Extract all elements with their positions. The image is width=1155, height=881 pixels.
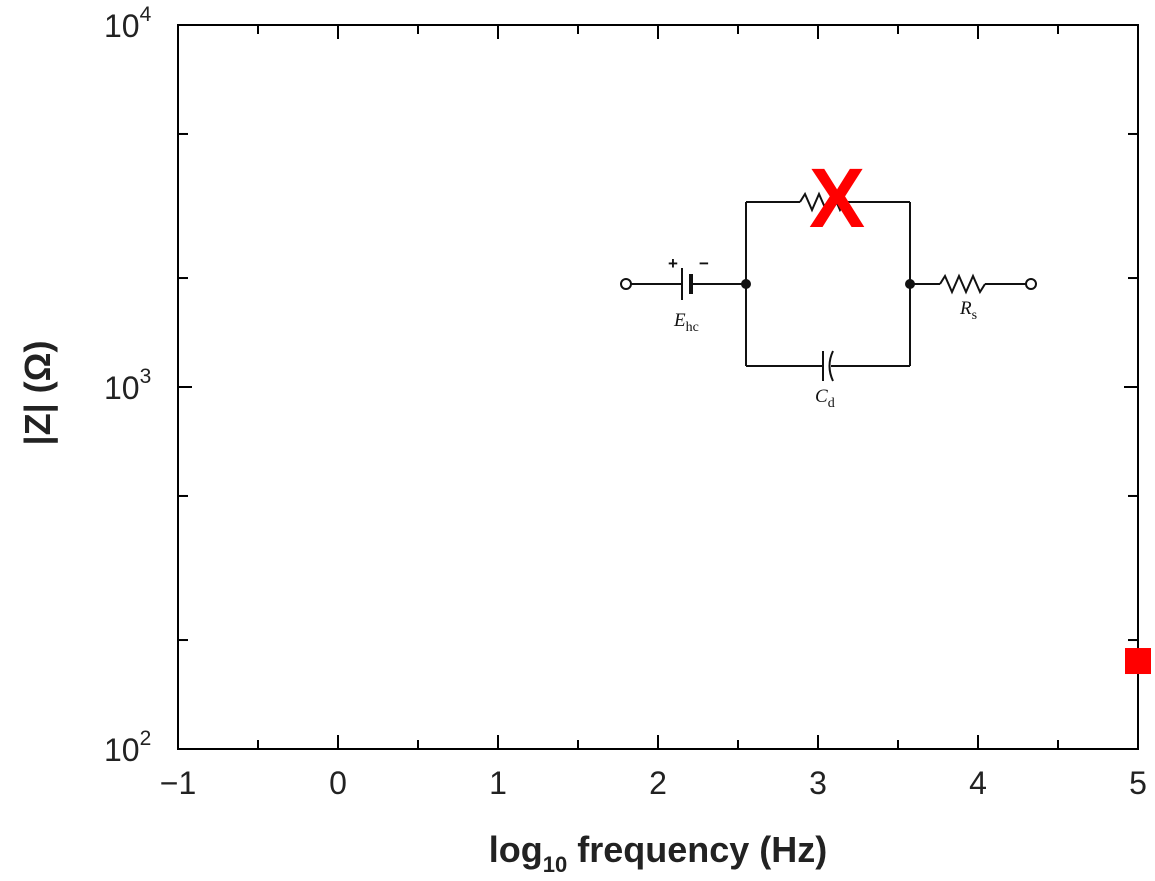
cd-label-main: C	[815, 386, 828, 407]
y-axis-ticks	[178, 24, 1138, 750]
y-tick-label: 102	[104, 727, 151, 768]
data-points	[1125, 648, 1151, 675]
x-tick-label: 3	[809, 765, 827, 801]
rs-label-main: R	[959, 298, 972, 319]
x-tick-label: 4	[969, 765, 987, 801]
battery-minus-label: −	[699, 254, 709, 273]
x-axis-ticks	[177, 25, 1139, 749]
x-axis-tick-labels: −1 0 1 2 3 4 5	[160, 765, 1147, 801]
x-tick-label: −1	[160, 765, 196, 801]
x-axis-label-sub: 10	[543, 852, 567, 876]
resistor-top	[799, 191, 846, 213]
x-axis-label: log10 frequency (Hz)	[489, 829, 828, 876]
plot-frame	[177, 24, 1139, 750]
capacitor-plate-right	[828, 350, 834, 382]
cd-label: Cd	[815, 386, 835, 411]
left-terminal	[620, 278, 632, 290]
red-x-mark: X	[809, 151, 865, 245]
y-tick-label: 103	[104, 365, 151, 406]
battery-plus-label: +	[668, 254, 678, 273]
ehc-label: Ehc	[673, 310, 699, 335]
ehc-label-sub: hc	[686, 320, 699, 335]
x-tick-label: 2	[649, 765, 667, 801]
x-axis-label-main: log	[489, 829, 543, 870]
y-axis-label: |Z| (Ω)	[17, 341, 59, 446]
y-tick-label: 104	[104, 3, 152, 44]
x-tick-label: 0	[329, 765, 347, 801]
resistor-rs	[939, 273, 986, 295]
data-point-square	[1125, 648, 1151, 675]
rs-label: Rs	[959, 298, 977, 323]
x-tick-label: 5	[1129, 765, 1147, 801]
rs-label-sub: s	[972, 308, 977, 323]
circuit-labels: + − Ehc Rs Cd	[668, 254, 977, 411]
x-tick-label: 1	[489, 765, 507, 801]
right-terminal	[1025, 278, 1037, 290]
circuit-inset	[620, 191, 1037, 382]
x-axis-label-rest: frequency (Hz)	[567, 829, 827, 870]
cd-label-sub: d	[828, 396, 835, 411]
ehc-label-main: E	[673, 310, 686, 331]
y-axis-tick-labels: 102 103 104	[104, 3, 152, 768]
